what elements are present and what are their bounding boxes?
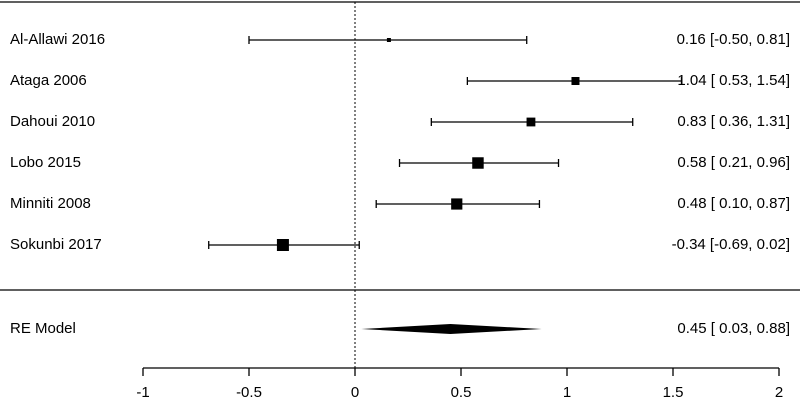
- study-label: Lobo 2015: [10, 154, 81, 171]
- x-tick-label: -1: [136, 384, 149, 401]
- point-estimate: [451, 198, 463, 210]
- point-estimate: [386, 38, 391, 42]
- study-label: Minniti 2008: [10, 195, 91, 212]
- ci-text: 0.16 [-0.50, 0.81]: [677, 31, 790, 48]
- summary-ci-text: 0.45 [ 0.03, 0.88]: [677, 320, 790, 337]
- study-label: Al-Allawi 2016: [10, 31, 105, 48]
- x-tick-label: 2: [775, 384, 783, 401]
- ci-text: -0.34 [-0.69, 0.02]: [672, 236, 790, 253]
- study-label: Ataga 2006: [10, 72, 87, 89]
- x-tick-label: 1: [563, 384, 571, 401]
- point-estimate: [276, 239, 289, 251]
- ci-text: 1.04 [ 0.53, 1.54]: [677, 72, 790, 89]
- study-label: Dahoui 2010: [10, 113, 95, 130]
- x-tick-label: 0: [351, 384, 359, 401]
- x-tick-label: 1.5: [663, 384, 684, 401]
- point-estimate: [526, 117, 536, 127]
- x-tick-label: -0.5: [236, 384, 262, 401]
- point-estimate: [571, 77, 580, 85]
- ci-text: 0.58 [ 0.21, 0.96]: [677, 154, 790, 171]
- study-label: Sokunbi 2017: [10, 236, 102, 253]
- ci-text: 0.83 [ 0.36, 1.31]: [677, 113, 790, 130]
- x-tick-label: 0.5: [451, 384, 472, 401]
- summary-diamond: [361, 324, 542, 334]
- point-estimate: [472, 157, 484, 169]
- summary-label: RE Model: [10, 320, 76, 337]
- ci-text: 0.48 [ 0.10, 0.87]: [677, 195, 790, 212]
